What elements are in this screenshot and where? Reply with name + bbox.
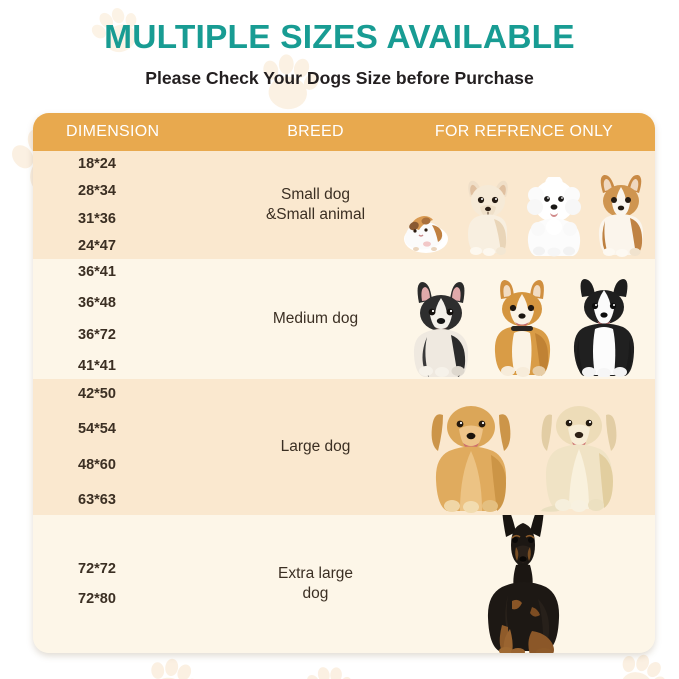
breed-label: Small dog &Small animal <box>266 185 365 225</box>
chihuahua-photo <box>468 180 508 256</box>
cell-dimension: 42*50 54*54 48*60 63*63 <box>33 379 238 515</box>
cell-reference-images <box>393 515 655 653</box>
border-collie-photo <box>573 279 635 377</box>
cell-breed: Large dog <box>238 379 393 515</box>
breed-label-line: Extra large <box>278 565 353 582</box>
table-row: 36*41 36*48 36*72 41*41 Medium dog <box>33 259 655 379</box>
guinea-pig-photo <box>404 216 448 253</box>
breed-label: Extra large dog <box>278 564 353 604</box>
yellow-labrador-photo <box>541 406 617 512</box>
cell-dimension: 36*41 36*48 36*72 41*41 <box>33 259 238 379</box>
cell-breed: Extra large dog <box>238 515 393 653</box>
golden-retriever-photo <box>431 406 511 513</box>
dimension-value: 18*24 <box>78 155 116 172</box>
column-header-breed: BREED <box>287 123 344 140</box>
shiba-inu-photo <box>494 280 551 377</box>
cell-breed: Medium dog <box>238 259 393 379</box>
breed-label: Large dog <box>280 438 351 455</box>
dimension-value: 36*48 <box>78 295 116 311</box>
cell-dimension: 18*24 28*34 31*36 24*47 <box>33 151 238 259</box>
dimension-value: 31*36 <box>78 210 116 227</box>
dimension-value: 54*54 <box>78 421 116 437</box>
breed-label-line: dog <box>302 585 329 602</box>
page-title: MULTIPLE SIZES AVAILABLE <box>104 19 575 56</box>
dimension-value: 24*47 <box>78 238 116 254</box>
dimension-value: 36*72 <box>78 326 116 343</box>
dimension-value: 72*80 <box>78 591 116 607</box>
breed-label-line: Small dog <box>281 186 350 203</box>
page-subtitle: Please Check Your Dogs Size before Purch… <box>145 68 534 88</box>
column-header-dimension: DIMENSION <box>66 123 160 140</box>
table-row: 42*50 54*54 48*60 63*63 Large dog <box>33 379 655 515</box>
dimension-value: 48*60 <box>78 456 116 473</box>
size-chart-table: DIMENSION BREED FOR REFRENCE ONLY 18*24 … <box>33 113 655 653</box>
doberman-pinscher-photo <box>487 515 560 653</box>
cell-breed: Small dog &Small animal <box>238 151 393 259</box>
column-header-reference: FOR REFRENCE ONLY <box>434 123 614 140</box>
paw-print-icon <box>296 654 362 679</box>
breed-label-line: &Small animal <box>265 206 366 223</box>
corgi-photo <box>598 174 644 257</box>
page-header: MULTIPLE SIZES AVAILABLE Please Check Yo… <box>0 0 679 113</box>
dimension-value: 41*41 <box>78 358 116 374</box>
cell-reference-images <box>393 259 655 379</box>
cell-dimension: 72*72 72*80 <box>33 515 238 653</box>
table-header-row: DIMENSION BREED FOR REFRENCE ONLY <box>33 113 655 151</box>
cell-reference-images <box>393 151 655 259</box>
dimension-value: 63*63 <box>78 492 116 508</box>
french-bulldog-photo <box>413 282 469 377</box>
breed-label: Medium dog <box>272 310 359 327</box>
dimension-value: 28*34 <box>78 183 116 199</box>
dimension-value: 72*72 <box>78 560 116 577</box>
dimension-value: 36*41 <box>78 263 116 280</box>
table-row: 18*24 28*34 31*36 24*47 Small dog &Small… <box>33 151 655 259</box>
dimension-value: 42*50 <box>78 385 116 402</box>
cell-reference-images <box>393 379 655 515</box>
bichon-frise-photo <box>527 177 581 257</box>
table-row: 72*72 72*80 Extra large dog <box>33 515 655 653</box>
